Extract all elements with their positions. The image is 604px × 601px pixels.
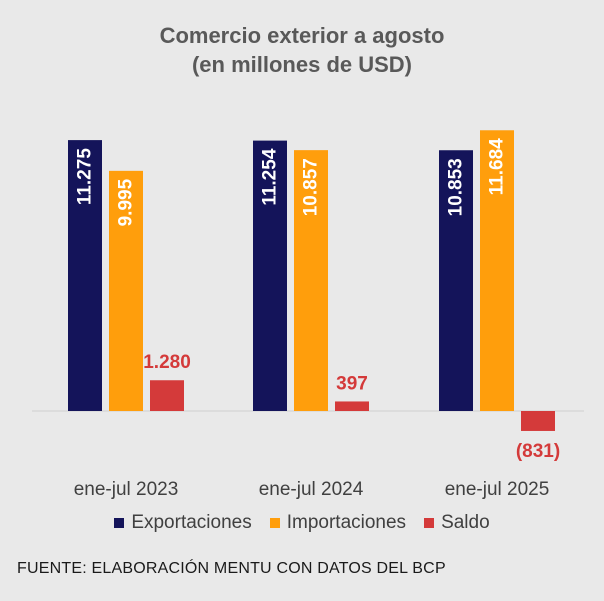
legend: Exportaciones Importaciones Saldo	[0, 512, 604, 534]
data-label-importaciones-1: 9.995	[116, 178, 137, 226]
legend-item-importaciones: Importaciones	[269, 512, 407, 534]
bar-exportaciones-3	[439, 150, 473, 412]
bar-saldo-1	[150, 380, 184, 411]
legend-swatch-importaciones	[269, 518, 280, 528]
data-label-saldo-2: 397	[336, 373, 368, 394]
data-label-saldo-1: 1.280	[143, 352, 191, 373]
category-label-1: ene-jul 2023	[74, 479, 179, 500]
data-label-exportaciones-1: 11.275	[75, 148, 96, 205]
chart-subtitle: (en millones de USD)	[191, 52, 413, 77]
category-label-2: ene-jul 2024	[259, 479, 364, 500]
bar-importaciones-2	[294, 150, 328, 411]
data-label-exportaciones-3: 10.853	[446, 158, 467, 216]
legend-label-saldo: Saldo	[441, 512, 490, 533]
chart-title: Comercio exterior a agosto	[159, 23, 445, 48]
legend-label-exportaciones: Exportaciones	[131, 512, 252, 533]
bar-saldo-3	[521, 411, 555, 431]
bar-exportaciones-2	[253, 140, 287, 411]
data-label-importaciones-2: 10.857	[301, 158, 322, 216]
bar-chart: 11.275 9.995 1.280 ene-jul 2023 11.254 10.857…	[32, 130, 584, 500]
bar-importaciones-3	[480, 130, 514, 411]
bar-saldo-2	[335, 401, 369, 411]
legend-item-exportaciones: Exportaciones	[114, 512, 252, 534]
bar-importaciones-1	[109, 170, 143, 411]
source-note: FUENTE: ELABORACIÓN MENTU CON DATOS DEL …	[17, 560, 446, 577]
data-label-exportaciones-2: 11.254	[260, 148, 281, 205]
legend-label-importaciones: Importaciones	[286, 512, 407, 533]
bar-exportaciones-1	[68, 140, 102, 412]
legend-swatch-saldo	[424, 518, 435, 528]
legend-swatch-exportaciones	[114, 518, 125, 528]
data-label-importaciones-3: 11.684	[487, 138, 508, 195]
legend-item-saldo: Saldo	[424, 512, 490, 534]
data-label-saldo-3: (831)	[516, 441, 560, 462]
category-label-3: ene-jul 2025	[445, 479, 550, 500]
